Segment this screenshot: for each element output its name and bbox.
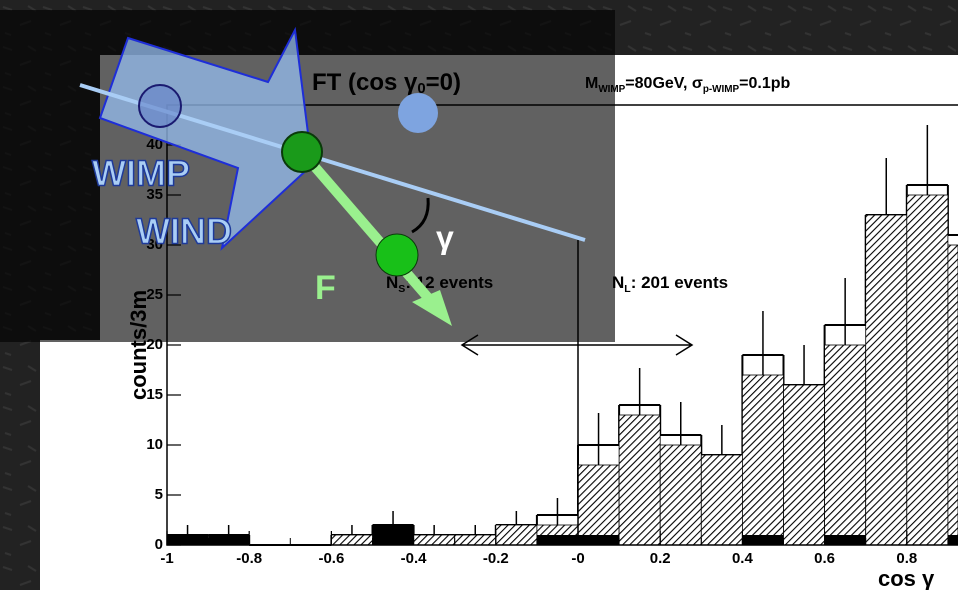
- background-bar: [208, 535, 250, 545]
- background-bar: [167, 535, 209, 545]
- background-bar: [824, 535, 866, 545]
- signal-bar: [577, 464, 620, 546]
- signal-bar: [783, 384, 825, 546]
- diagram: WIMP WIND F γ: [79, 26, 586, 326]
- signal-bar: [865, 214, 908, 546]
- wimp-ball: [138, 84, 182, 128]
- x-tick-label: -0.8: [236, 550, 262, 567]
- background-bar: [947, 535, 958, 545]
- text-part: =0.1pb: [739, 75, 790, 92]
- x-tick-label: -1: [160, 550, 173, 567]
- overlay-panel: [0, 10, 615, 342]
- nucleus-ball: [281, 131, 323, 173]
- y-tick-label: 5: [155, 486, 163, 503]
- signal-bar: [947, 244, 958, 546]
- text-part: : 201 events: [631, 273, 728, 292]
- x-tick-label: -0: [571, 550, 584, 567]
- x-tick-label: -0.6: [318, 550, 344, 567]
- signal-bar: [330, 534, 373, 546]
- signal-bar: [413, 534, 456, 546]
- y-tick-label: 15: [146, 386, 163, 403]
- wind-label: WIND: [136, 211, 232, 252]
- signal-bar: [906, 194, 949, 546]
- y-tick-label: 0: [155, 536, 163, 553]
- background-bar: [742, 535, 784, 545]
- y-tick-label: 10: [146, 436, 163, 453]
- x-tick-label: 0.2: [650, 550, 671, 567]
- signal-bar: [495, 524, 538, 546]
- x-tick-label: -0.2: [483, 550, 509, 567]
- signal-bar: [659, 444, 702, 546]
- wind-arrow: [98, 26, 314, 251]
- signal-bar: [700, 454, 743, 546]
- moving-ball: [375, 233, 419, 277]
- text-part: N: [612, 273, 624, 292]
- annotation: NL: 201 events: [612, 273, 728, 294]
- recoil-ball: [398, 93, 438, 133]
- text-part: =80GeV, σ: [625, 75, 703, 92]
- force-label: F: [315, 269, 336, 307]
- background-bar: [536, 535, 578, 545]
- angle-label: γ: [436, 219, 454, 255]
- force-shaft: [298, 148, 441, 312]
- x-tick-label: 0.6: [814, 550, 835, 567]
- x-axis-label: cos γ: [878, 566, 935, 590]
- background-bar: [372, 525, 414, 545]
- signal-bar: [824, 344, 867, 546]
- x-tick-label: 0.8: [896, 550, 917, 567]
- subscript: L: [624, 283, 631, 295]
- x-tick-label: -0.4: [401, 550, 428, 567]
- angle-arc: [411, 197, 430, 234]
- force-head: [412, 290, 452, 326]
- signal-bar: [454, 534, 497, 546]
- x-tick-label: 0.4: [732, 550, 754, 567]
- wind-label: WIMP: [92, 153, 190, 194]
- background-bar: [578, 535, 620, 545]
- subscript: p-WIMP: [703, 84, 740, 95]
- signal-bar: [618, 414, 661, 546]
- signal-bar: [742, 374, 784, 546]
